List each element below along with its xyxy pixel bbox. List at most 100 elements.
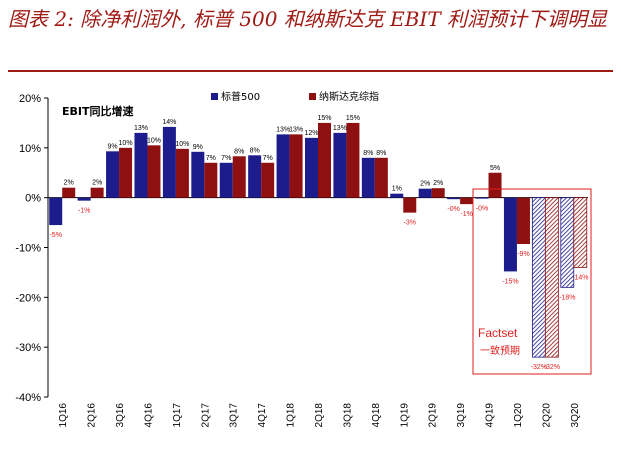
x-tick-label: 2Q18: [314, 403, 325, 428]
data-label-nasdaq-4Q17: 7%: [263, 155, 273, 162]
data-label-nasdaq-2Q20: -32%: [544, 364, 560, 371]
data-label-sp500-1Q20: -15%: [502, 278, 518, 285]
bar-nasdaq-3Q16: [119, 147, 133, 198]
bar-sp500-4Q17: [248, 155, 262, 198]
bar-nasdaq-3Q20: [573, 197, 588, 268]
data-label-nasdaq-3Q18: 15%: [346, 115, 360, 122]
title-divider: [8, 70, 613, 72]
x-tick-label: 3Q17: [229, 403, 240, 428]
bar-nasdaq-2Q20: [544, 197, 559, 358]
data-label-sp500-2Q18: 12%: [304, 130, 318, 137]
y-tick-label: 10%: [19, 143, 41, 155]
data-label-sp500-3Q18: 13%: [333, 125, 347, 132]
data-label-nasdaq-4Q16: 10%: [147, 137, 161, 144]
bar-sp500-4Q19: [475, 197, 489, 199]
legend-label-sp500: 标普500: [221, 90, 260, 103]
data-label-sp500-3Q16: 9%: [107, 143, 117, 150]
chart-title: 图表 2: 除净利润外, 标普 500 和纳斯达克 EBIT 利润预计下调明显: [8, 7, 608, 31]
data-label-nasdaq-2Q16: 2%: [92, 180, 102, 187]
x-tick-label: 3Q20: [570, 403, 581, 428]
bar-nasdaq-4Q18: [374, 157, 388, 198]
bar-nasdaq-1Q16: [62, 187, 76, 198]
bar-sp500-1Q17: [162, 126, 176, 198]
x-tick-label: 2Q19: [428, 403, 439, 428]
bar-nasdaq-1Q19: [403, 197, 417, 213]
data-label-nasdaq-1Q19: -3%: [404, 220, 416, 227]
x-tick-label: 2Q16: [87, 403, 98, 428]
data-label-sp500-4Q19: -0%: [476, 206, 488, 213]
data-label-sp500-1Q19: 1%: [392, 186, 402, 193]
data-label-nasdaq-3Q17: 8%: [234, 148, 244, 155]
y-tick-label: -10%: [15, 243, 41, 255]
consensus-note: 一致预期: [480, 344, 520, 357]
data-label-sp500-3Q20: -18%: [559, 294, 575, 301]
data-label-nasdaq-2Q18: 15%: [317, 115, 331, 122]
data-label-nasdaq-1Q16: 2%: [64, 180, 74, 187]
x-tick-label: 1Q18: [286, 403, 297, 428]
bar-sp500-4Q18: [361, 157, 375, 198]
x-tick-label: 1Q17: [172, 403, 183, 428]
data-label-nasdaq-2Q19: 2%: [433, 180, 443, 187]
bar-sp500-1Q16: [49, 197, 63, 226]
bar-sp500-3Q18: [333, 132, 347, 198]
x-tick-label: 2Q17: [200, 403, 211, 428]
data-label-sp500-4Q18: 8%: [363, 150, 373, 157]
data-label-sp500-2Q19: 2%: [420, 181, 430, 188]
bar-sp500-2Q19: [418, 188, 432, 198]
bar-sp500-3Q16: [106, 151, 120, 198]
legend-swatch-sp500: [211, 93, 218, 100]
chart-subtitle: EBIT同比增速: [62, 104, 134, 118]
bar-nasdaq-2Q16: [90, 187, 104, 198]
x-tick-label: 4Q18: [371, 403, 382, 428]
x-tick-label: 4Q19: [485, 403, 496, 428]
data-label-sp500-2Q20: -32%: [531, 364, 547, 371]
bar-sp500-2Q18: [305, 137, 318, 198]
bar-nasdaq-1Q17: [175, 148, 189, 198]
data-label-sp500-4Q17: 8%: [250, 147, 260, 154]
x-tick-label: 3Q16: [115, 403, 126, 428]
legend-label-nasdaq: 纳斯达克综指: [319, 90, 379, 103]
x-tick-label: 4Q17: [257, 403, 268, 428]
y-tick-label: -20%: [15, 292, 41, 304]
bar-sp500-3Q19: [447, 197, 461, 200]
bar-nasdaq-1Q20: [516, 197, 530, 245]
x-tick-label: 3Q19: [456, 403, 467, 428]
bar-nasdaq-4Q19: [488, 172, 502, 198]
data-label-nasdaq-1Q17: 10%: [175, 141, 189, 148]
x-tick-label: 3Q18: [342, 403, 353, 428]
bar-nasdaq-2Q18: [318, 122, 331, 198]
data-label-sp500-2Q17: 9%: [193, 144, 203, 151]
data-label-nasdaq-3Q16: 10%: [119, 140, 133, 147]
y-tick-label: 20%: [19, 93, 41, 105]
data-label-sp500-4Q16: 13%: [134, 125, 148, 132]
data-label-nasdaq-1Q18: 13%: [289, 126, 303, 133]
bar-nasdaq-3Q18: [346, 122, 360, 198]
bar-nasdaq-1Q18: [289, 134, 303, 198]
bar-nasdaq-3Q19: [460, 197, 474, 205]
x-tick-label: 4Q16: [143, 403, 154, 428]
bar-sp500-2Q16: [77, 197, 91, 201]
x-tick-label: 2Q20: [541, 403, 552, 428]
forecast-highlight-box: [472, 188, 592, 375]
data-label-sp500-1Q18: 13%: [276, 126, 290, 133]
factset-note: Factset: [478, 326, 518, 340]
legend-swatch-nasdaq: [309, 93, 316, 100]
data-label-nasdaq-1Q20: -9%: [517, 251, 529, 258]
data-label-sp500-1Q17: 14%: [162, 119, 176, 126]
bar-nasdaq-2Q17: [204, 162, 218, 198]
data-label-sp500-3Q19: -0%: [447, 206, 459, 213]
bar-sp500-2Q20: [531, 197, 546, 358]
data-label-nasdaq-2Q17: 7%: [206, 155, 216, 162]
data-label-nasdaq-3Q19: -1%: [460, 211, 472, 218]
y-tick-label: 0%: [25, 193, 41, 205]
bar-nasdaq-3Q17: [232, 156, 246, 198]
x-tick-label: 1Q19: [399, 403, 410, 428]
x-tick-label: 1Q20: [513, 403, 524, 428]
bar-nasdaq-2Q19: [431, 188, 445, 198]
bar-nasdaq-4Q17: [261, 162, 275, 198]
bar-sp500-3Q17: [219, 162, 233, 198]
bar-nasdaq-4Q16: [147, 145, 161, 198]
bar-sp500-1Q18: [276, 134, 290, 198]
x-tick-label: 1Q16: [58, 403, 69, 428]
